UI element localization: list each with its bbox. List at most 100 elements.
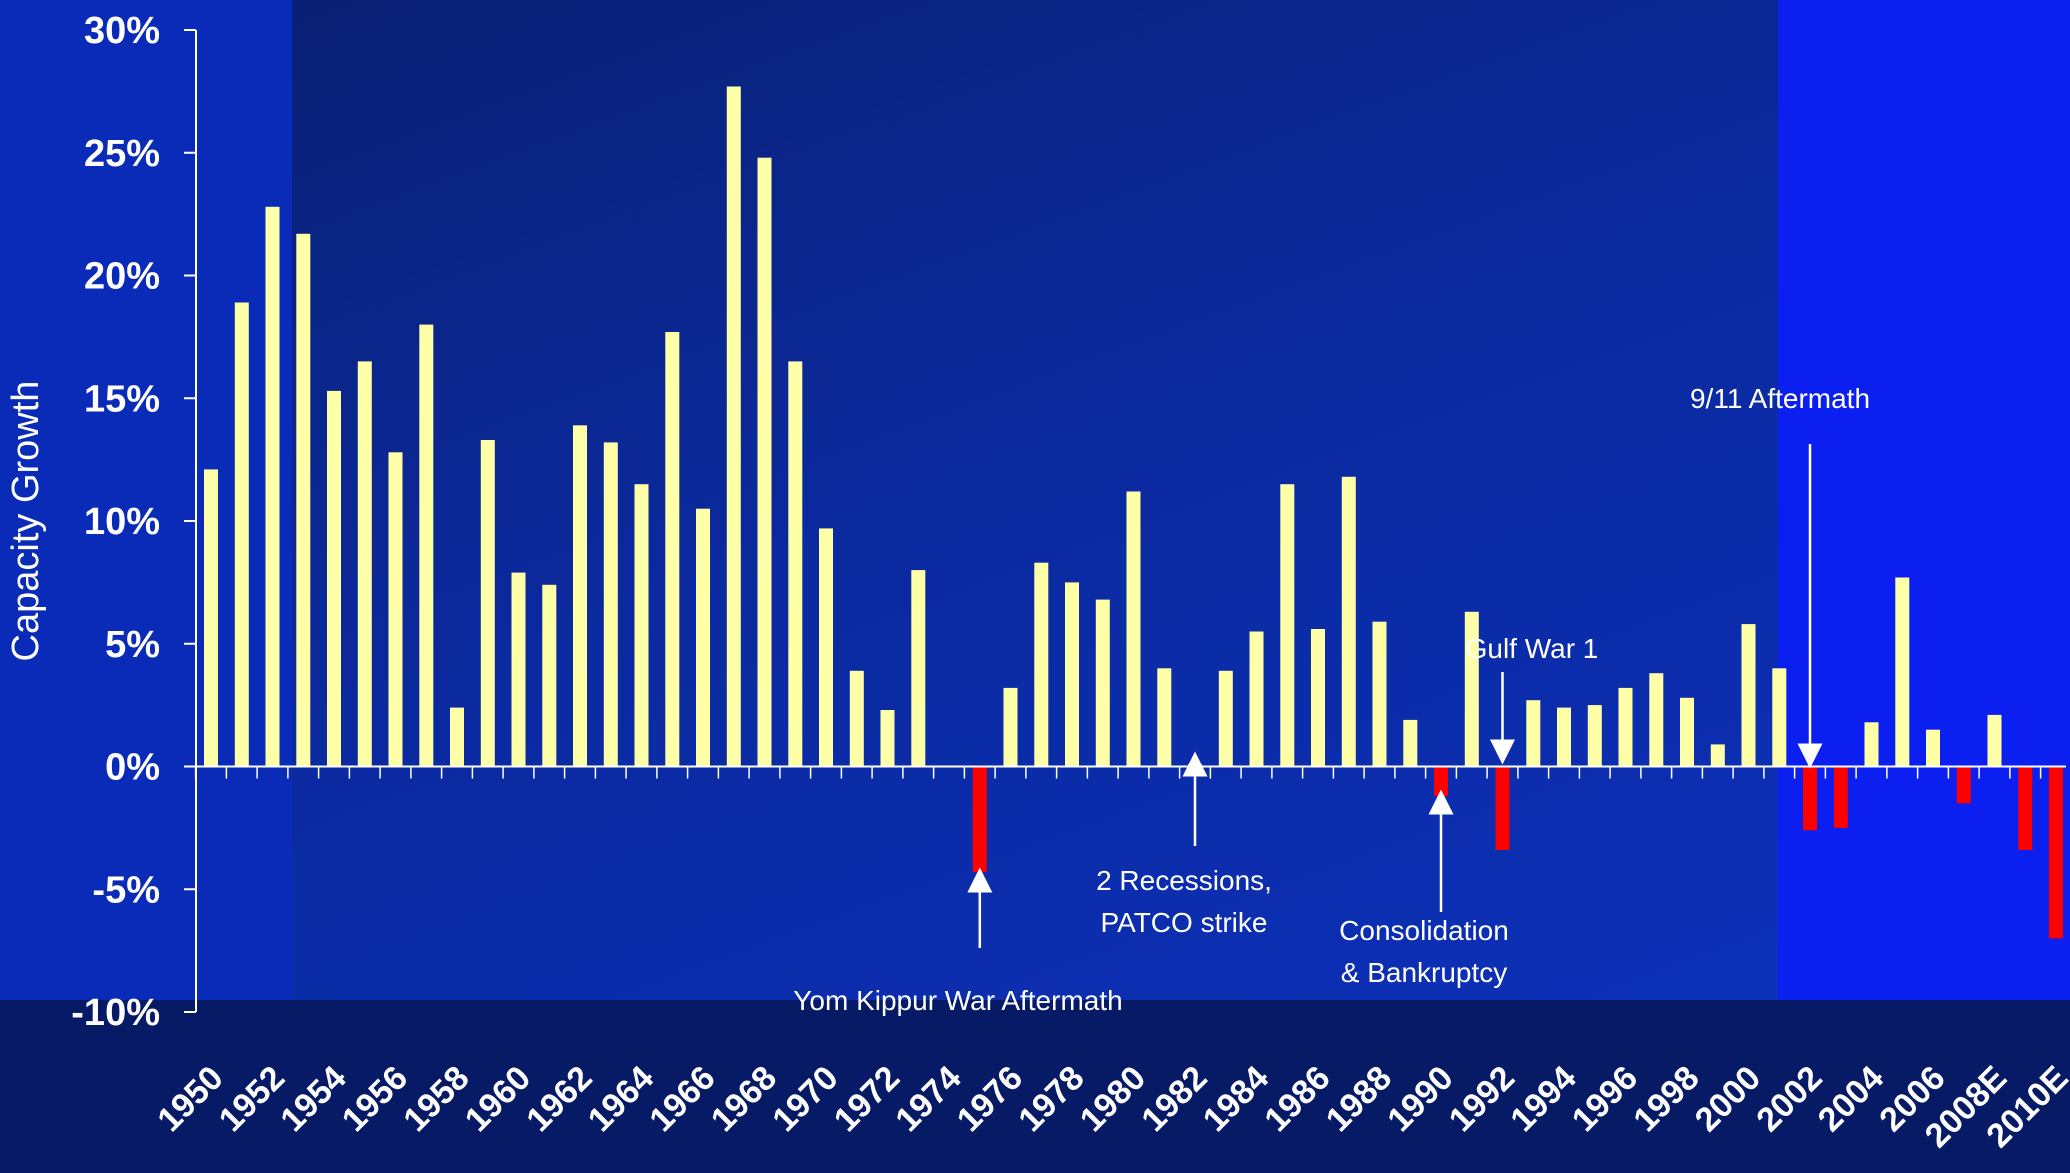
y-tick-label: 15%: [84, 378, 160, 420]
annotation-label-2002: 9/11 Aftermath: [1690, 383, 1870, 414]
bar-2009E: [2018, 766, 2033, 850]
x-tick-label: 1984: [1196, 1059, 1276, 1139]
annotation-label-1990: Consolidation: [1339, 915, 1509, 946]
bar-1987: [1341, 476, 1356, 767]
annotations-group: Yom Kippur War Aftermath 2 Recessions, PAT…: [793, 383, 1870, 1016]
bar-1957: [419, 324, 434, 767]
bar-1966: [696, 508, 710, 767]
x-tick-label: 2000: [1688, 1059, 1768, 1139]
y-tick-label: 30%: [84, 10, 160, 52]
bars-group: [204, 86, 2063, 939]
annotation-label-1990: & Bankruptcy: [1341, 957, 1508, 988]
bar-2000: [1741, 624, 1756, 767]
bar-1970: [819, 528, 833, 767]
bar-1997: [1649, 673, 1664, 767]
bar-1961: [542, 584, 557, 767]
bar-1973: [911, 570, 926, 767]
x-tick-label: 1978: [1011, 1059, 1091, 1139]
x-tick-label: 1954: [273, 1059, 353, 1139]
x-tick-label: 1956: [335, 1059, 415, 1139]
bar-1996: [1618, 687, 1633, 767]
y-tick-label: 10%: [84, 501, 160, 543]
y-tick-label: 5%: [105, 624, 160, 666]
bar-1993: [1526, 700, 1541, 767]
x-tick-label: 1950: [150, 1059, 230, 1139]
bar-1971: [849, 670, 864, 767]
bar-1986: [1311, 629, 1325, 767]
bar-1956: [388, 452, 403, 767]
bar-1969: [788, 361, 803, 767]
background-bottom-band: [0, 1000, 2070, 1173]
x-tick-label: 1998: [1626, 1059, 1706, 1139]
x-tick-label: 1988: [1319, 1059, 1399, 1139]
bar-1958: [450, 707, 464, 767]
bar-1962: [573, 425, 587, 767]
bar-1990: [1434, 766, 1448, 796]
x-tick-label: 1962: [519, 1059, 599, 1139]
bar-2003: [1833, 766, 1848, 828]
x-tick-label: 2002: [1749, 1059, 1829, 1139]
x-tick-label: 1992: [1442, 1059, 1522, 1139]
annotation-label-1975: Yom Kippur War Aftermath: [793, 985, 1122, 1016]
bar-1953: [296, 233, 311, 767]
x-tick-label: 1964: [581, 1059, 661, 1139]
bar-1967: [726, 86, 741, 767]
bar-1964: [634, 484, 649, 767]
x-tick-label: 1974: [888, 1059, 968, 1139]
bar-2004: [1864, 722, 1879, 767]
bar-1959: [480, 440, 495, 767]
bar-1963: [603, 442, 618, 767]
x-tick-label: 1968: [704, 1059, 784, 1139]
bar-1968: [757, 157, 772, 767]
bar-1950: [204, 469, 218, 767]
bar-1989: [1403, 719, 1418, 767]
bar-1994: [1557, 707, 1571, 767]
x-tick-label: 1972: [827, 1059, 907, 1139]
bar-1981: [1157, 668, 1172, 767]
bar-1983: [1218, 670, 1233, 767]
bar-1972: [880, 710, 895, 767]
bar-2008E: [1987, 714, 2002, 767]
annotation-label-1982: 2 Recessions,: [1096, 865, 1272, 896]
bar-1951: [234, 302, 249, 767]
x-tick-label: 1958: [396, 1059, 476, 1139]
bar-1988: [1372, 621, 1387, 767]
bar-1977: [1034, 562, 1049, 767]
bar-1998: [1680, 697, 1694, 767]
bar-1999: [1710, 744, 1725, 767]
x-tick-labels: 1950195219541956195819601962196419661968…: [150, 1059, 2070, 1155]
x-tick-label: 2004: [1811, 1059, 1891, 1139]
y-tick-label: 20%: [84, 256, 160, 298]
bar-1976: [1003, 687, 1018, 767]
x-tick-label: 1982: [1134, 1059, 1214, 1139]
x-tick-label: 1986: [1257, 1059, 1337, 1139]
y-tick-label: -5%: [92, 869, 160, 911]
y-tick-label: 25%: [84, 133, 160, 175]
x-tick-label: 1996: [1565, 1059, 1645, 1139]
x-tick-label: 1952: [212, 1059, 292, 1139]
bar-2010E: [2049, 766, 2063, 939]
bar-1979: [1095, 599, 1110, 767]
x-tick-label: 1966: [642, 1059, 722, 1139]
annotation-label-1992: Gulf War 1: [1466, 633, 1599, 664]
bar-2001: [1772, 668, 1787, 767]
y-tick-label: -10%: [71, 992, 160, 1034]
bar-1980: [1126, 491, 1141, 767]
bar-2002: [1803, 766, 1817, 831]
x-tick-label: 1994: [1503, 1059, 1583, 1139]
bar-2005: [1895, 577, 1910, 767]
y-axis-title-text: Capacity Growth: [5, 381, 47, 662]
bar-1965: [665, 332, 680, 767]
bar-1955: [357, 361, 372, 767]
x-tick-label: 1990: [1380, 1059, 1460, 1139]
bar-1985: [1280, 484, 1295, 767]
bar-1960: [511, 572, 526, 767]
x-tick-label: 1980: [1073, 1059, 1153, 1139]
y-tick-labels: 30% 25% 20% 15% 10% 5% 0% -5% -10%: [71, 10, 160, 1034]
x-tick-label: 1970: [765, 1059, 845, 1139]
annotation-label-1982: PATCO strike: [1101, 907, 1268, 938]
bar-1954: [327, 390, 341, 767]
y-axis-title: Capacity Growth: [5, 381, 47, 662]
